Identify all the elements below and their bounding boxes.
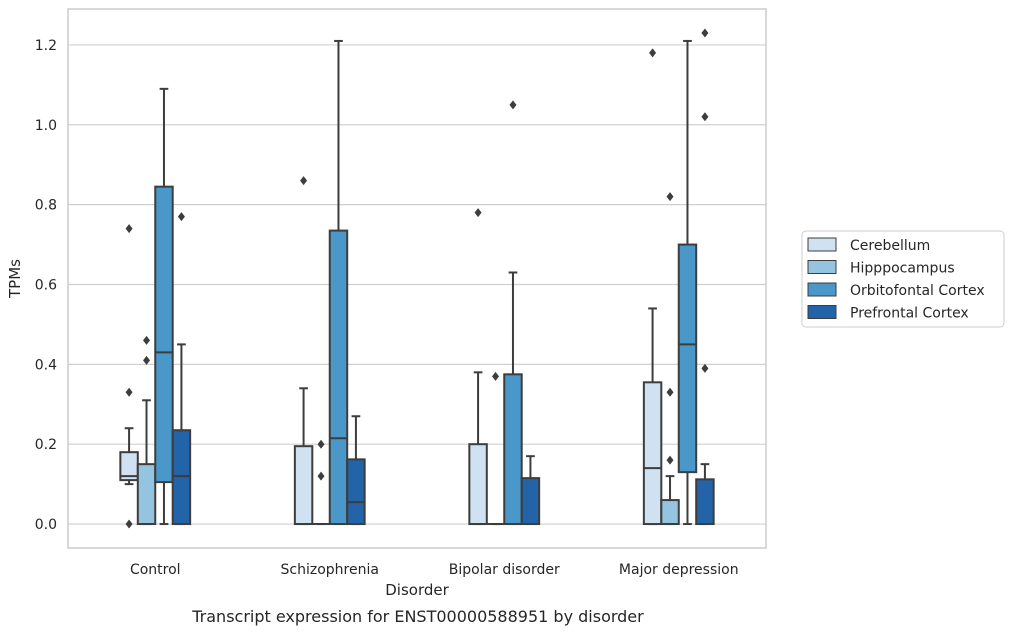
y-tick-label: 0.4 bbox=[35, 357, 57, 373]
box-3-3 bbox=[695, 28, 715, 526]
legend-label: Orbitofontal Cortex bbox=[850, 283, 985, 299]
legend: Cerebellum Hipppocampus Orbitofontal Corte… bbox=[801, 230, 1005, 328]
chart-caption: Transcript expression for ENST0000058895… bbox=[191, 607, 644, 626]
legend-swatch bbox=[807, 305, 837, 319]
outlier-point bbox=[177, 212, 185, 222]
box-body bbox=[503, 373, 523, 526]
outlier-point bbox=[125, 519, 133, 529]
box-2-0 bbox=[468, 208, 488, 526]
x-axis-label: Disorder bbox=[385, 581, 449, 599]
box-body bbox=[293, 445, 314, 526]
y-tick-label: 1.2 bbox=[35, 38, 57, 54]
box-2-1 bbox=[486, 371, 505, 526]
box-0-0 bbox=[119, 224, 139, 529]
legend-swatch bbox=[807, 260, 837, 274]
box-3-1 bbox=[660, 192, 680, 526]
legend-label: Cerebellum bbox=[850, 238, 930, 254]
legend-swatch bbox=[807, 282, 837, 297]
box-body bbox=[695, 478, 715, 526]
box-body bbox=[328, 229, 349, 526]
y-tick-label: 0.2 bbox=[35, 437, 57, 453]
box-body bbox=[660, 499, 680, 526]
outlier-point bbox=[701, 363, 709, 373]
box-0-2 bbox=[154, 87, 174, 526]
y-tick-label: 0.6 bbox=[35, 277, 57, 293]
box-1-1 bbox=[312, 439, 330, 526]
outlier-point bbox=[317, 471, 325, 481]
box-body bbox=[136, 463, 157, 526]
box-0-3 bbox=[171, 212, 192, 526]
outlier-point bbox=[666, 455, 674, 465]
box-body bbox=[520, 477, 541, 526]
box-body bbox=[642, 381, 663, 526]
outlier-point bbox=[143, 335, 151, 345]
legend-label: Hipppocampus bbox=[850, 261, 955, 277]
x-tick-label: Major depression bbox=[619, 562, 739, 578]
box-1-2 bbox=[328, 39, 349, 526]
outlier-point bbox=[143, 355, 151, 365]
outlier-point bbox=[509, 100, 517, 110]
plot-frame bbox=[67, 8, 767, 549]
outlier-point bbox=[649, 48, 657, 58]
y-axis-label: TPMs bbox=[6, 259, 24, 299]
legend-label: Prefrontal Cortex bbox=[850, 306, 969, 322]
outlier-point bbox=[701, 28, 709, 38]
y-tick-label: 0.8 bbox=[35, 198, 57, 214]
box-3-0 bbox=[642, 48, 663, 526]
box-3-2 bbox=[677, 39, 698, 526]
outlier-point bbox=[666, 387, 674, 397]
outlier-point bbox=[317, 439, 325, 449]
box-body bbox=[154, 185, 174, 484]
x-tick-labels: Control Schizophrenia Bipolar disorder Majo… bbox=[130, 562, 739, 578]
box-body bbox=[468, 443, 488, 526]
box-1-3 bbox=[346, 415, 366, 526]
outlier-point bbox=[125, 387, 133, 397]
box-body bbox=[346, 458, 366, 526]
legend-frame bbox=[801, 230, 1005, 328]
box-2-3 bbox=[520, 455, 541, 526]
outlier-point bbox=[666, 192, 674, 202]
x-tick-label: Bipolar disorder bbox=[449, 562, 560, 578]
outlier-point bbox=[300, 176, 308, 186]
x-tick-label: Schizophrenia bbox=[281, 562, 379, 578]
outlier-point bbox=[701, 112, 709, 122]
y-tick-labels: 0.0 0.2 0.4 0.6 0.8 1.0 1.2 bbox=[35, 38, 57, 533]
outlier-point bbox=[492, 371, 500, 381]
outlier-point bbox=[474, 208, 482, 218]
y-tick-label: 1.0 bbox=[35, 118, 57, 134]
legend-swatch bbox=[807, 237, 837, 252]
box-2-2 bbox=[503, 100, 523, 526]
x-tick-label: Control bbox=[130, 562, 181, 578]
y-tick-label: 0.0 bbox=[35, 517, 57, 533]
box-plot-marks bbox=[119, 28, 715, 529]
box-body bbox=[677, 243, 698, 474]
box-0-1 bbox=[136, 335, 157, 526]
box-1-0 bbox=[293, 176, 314, 526]
outlier-point bbox=[125, 224, 133, 234]
